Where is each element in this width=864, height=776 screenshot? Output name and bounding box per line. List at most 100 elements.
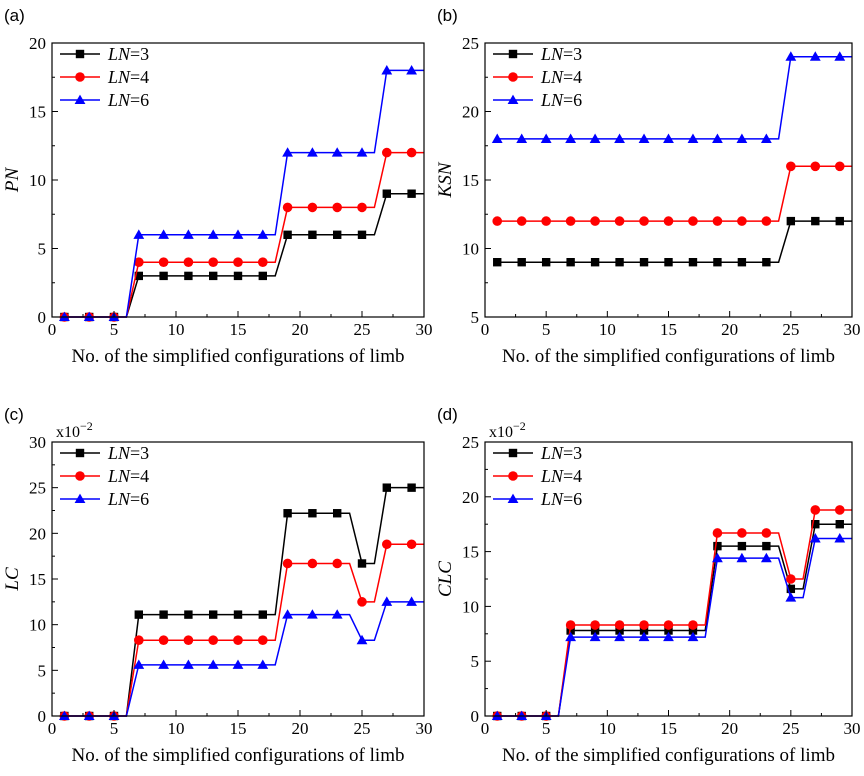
x-tick-label: 0: [48, 320, 57, 339]
y-tick-label: 0: [38, 308, 47, 327]
series-1-point: [283, 230, 292, 239]
series-2-point: [516, 216, 527, 226]
series-2-point: [810, 505, 821, 515]
series-1-point: [811, 216, 820, 226]
legend-label-1: LN=3: [107, 44, 149, 64]
x-tick-label: 10: [599, 719, 616, 738]
x-tick-label: 30: [416, 719, 433, 738]
series-2-point: [565, 216, 576, 226]
series-2-point: [639, 216, 649, 226]
series-2-point: [639, 620, 649, 630]
series-1-point: [283, 509, 292, 518]
series-3-point: [183, 659, 194, 669]
series-3-point: [663, 133, 674, 143]
series-1-point: [382, 483, 391, 492]
y-tick-label: 15: [462, 171, 479, 190]
series-2-point: [614, 620, 625, 630]
panel-label: (c): [4, 405, 24, 424]
series-3-point: [257, 229, 269, 239]
legend-value: =6: [563, 90, 582, 110]
y-axis-label: LC: [2, 567, 23, 592]
series-1-point: [639, 258, 649, 267]
series-3-point: [540, 133, 552, 143]
series-3-point: [183, 229, 194, 239]
exponent-label: x10−2: [489, 419, 526, 441]
series-2-point: [307, 202, 318, 213]
legend-marker-2: [75, 471, 85, 481]
legend-var: LN: [540, 67, 564, 87]
series-2-point: [688, 216, 698, 226]
legend-label-3: LN=6: [540, 489, 582, 509]
panel-label: (a): [4, 6, 25, 25]
series-2-point: [663, 216, 674, 226]
x-tick-label: 20: [721, 719, 738, 738]
legend-label-2: LN=4: [107, 466, 149, 486]
legend-marker-1: [508, 448, 518, 458]
series-3-point: [687, 133, 699, 143]
legend-label-1: LN=3: [107, 443, 149, 463]
exponent-label: x10−2: [56, 419, 93, 441]
y-axis-label: KSN: [435, 161, 456, 198]
x-tick-label: 0: [481, 719, 490, 738]
legend-marker-1: [508, 49, 518, 59]
x-tick-label: 30: [416, 320, 433, 339]
series-1-point: [258, 271, 267, 281]
series-1-point: [159, 610, 168, 619]
series-3-point: [589, 631, 601, 642]
series-1-point: [590, 258, 600, 267]
panel-label: (b): [437, 6, 458, 25]
legend-label-2: LN=4: [107, 67, 149, 87]
series-1-point: [762, 541, 771, 551]
legend-value: =6: [130, 489, 149, 509]
series-3-point: [381, 65, 393, 75]
series-2-point: [786, 161, 796, 172]
series-1-point: [407, 483, 416, 492]
series-3-point: [307, 609, 318, 619]
series-2-point: [282, 558, 293, 569]
legend-value: =4: [130, 466, 149, 486]
series-2-point: [134, 257, 144, 268]
x-tick-label: 15: [660, 320, 677, 339]
exponent-power: −2: [80, 419, 93, 433]
y-tick-label: 10: [29, 171, 46, 190]
x-tick-label: 15: [660, 719, 677, 738]
series-2-point: [834, 161, 845, 172]
legend-marker-3: [507, 94, 519, 105]
x-tick-label: 10: [168, 320, 185, 339]
series-2-point: [233, 257, 243, 268]
legend-label-2: LN=4: [540, 67, 582, 87]
legend-value: =3: [130, 443, 149, 463]
series-2-point: [712, 216, 723, 226]
y-tick-label: 10: [462, 597, 479, 616]
series-2-point: [406, 539, 417, 550]
series-2-point: [332, 558, 343, 569]
series-3-point: [356, 634, 368, 645]
legend-var: LN: [107, 44, 131, 64]
series-3-point: [834, 533, 846, 543]
series-2-point: [258, 257, 268, 268]
x-tick-label: 20: [292, 719, 309, 738]
series-2-point: [357, 597, 367, 607]
series-1-point: [382, 189, 391, 198]
legend-var: LN: [107, 90, 131, 110]
series-3-point: [307, 147, 318, 157]
series-2-point: [663, 620, 674, 630]
panel-4: (d) x10−2 0 5 10 15 20 25 30 0 5 10 15 20 25 No. of the…: [435, 405, 861, 766]
y-tick-label: 5: [471, 308, 480, 327]
legend-var: LN: [540, 90, 564, 110]
y-tick-label: 15: [29, 570, 46, 589]
series-1-point: [737, 258, 747, 267]
series-2-point: [208, 635, 218, 645]
series-3-point: [406, 65, 417, 75]
series-2-point: [834, 505, 845, 515]
series-3-point: [638, 133, 650, 143]
legend-var: LN: [540, 44, 564, 64]
series-line-2: [497, 165, 852, 222]
series-3-point: [785, 592, 797, 602]
legend-value: =6: [130, 90, 149, 110]
series-3-point: [712, 133, 723, 143]
series-2-point: [307, 558, 318, 569]
series-1-point: [811, 520, 820, 529]
legend-value: =6: [563, 489, 582, 509]
series-3-point: [83, 710, 95, 721]
